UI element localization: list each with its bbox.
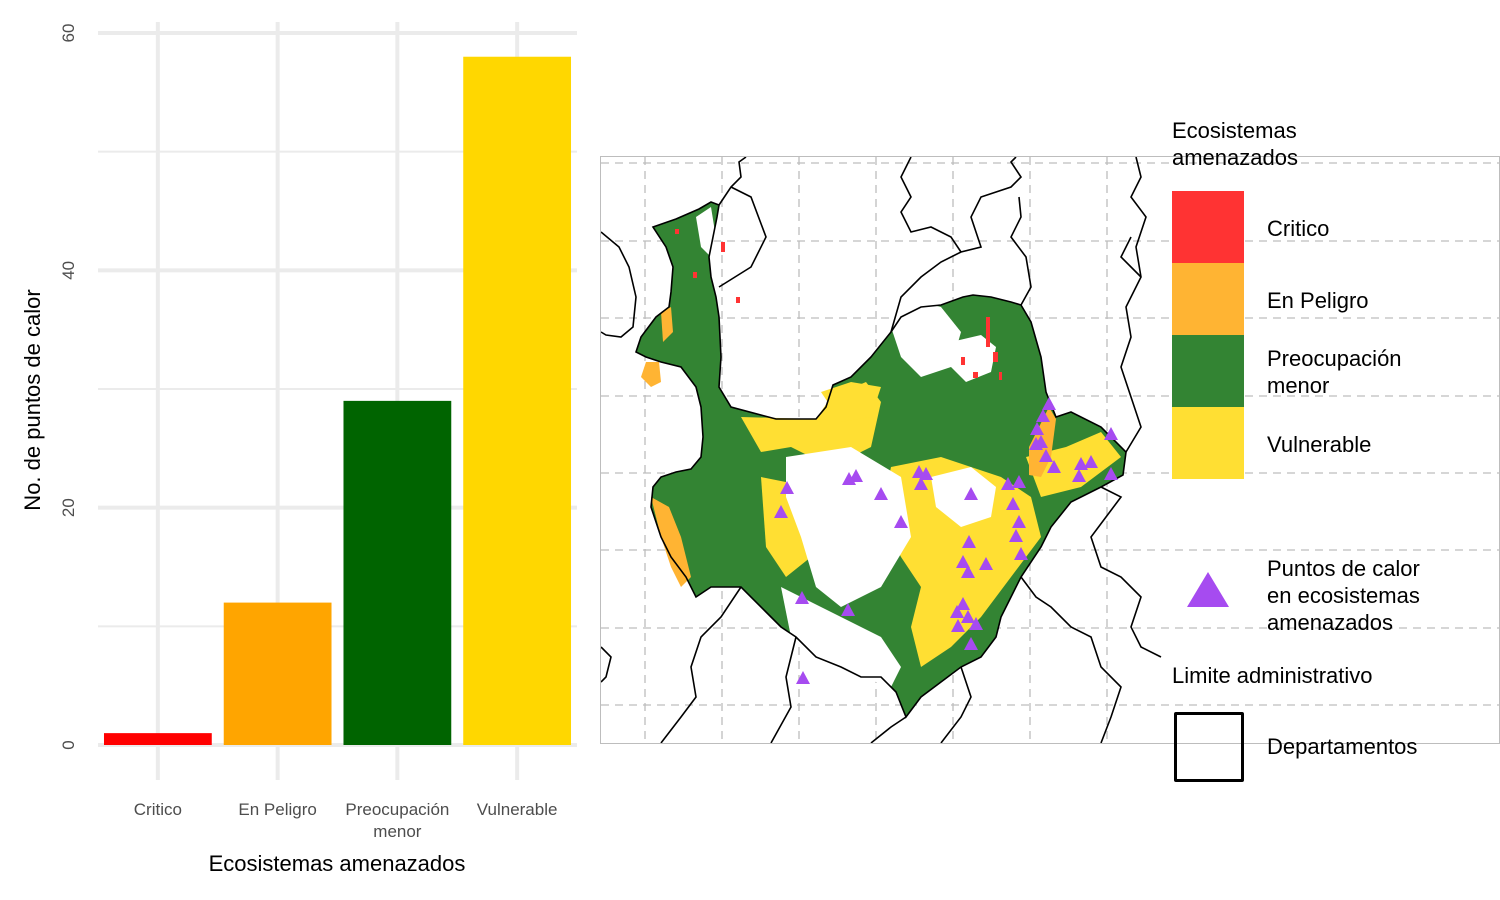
legend-key-vulnerable (1172, 407, 1244, 479)
y-tick-label: 0 (59, 740, 78, 749)
hotspot-points (774, 397, 1118, 684)
bar-chart: 0 20 40 60 Critico En Peligro Preocupación men… (20, 22, 577, 876)
hotspot-legend-triangle-icon (1187, 572, 1229, 607)
y-tick-label: 40 (59, 261, 78, 280)
legend-label-preocupacion-line1: Preocupación (1267, 346, 1402, 371)
y-tick-label: 20 (59, 498, 78, 517)
bars (103, 56, 572, 745)
legend-key-en-peligro (1172, 263, 1244, 335)
legend-key-critico (1172, 191, 1244, 263)
hotspot-label-line2: en ecosistemas (1267, 583, 1420, 608)
department-boundary-key (1174, 712, 1244, 782)
x-axis-title: Ecosistemas amenazados (209, 851, 466, 876)
bar-1 (223, 602, 332, 745)
legend-label-critico: Critico (1267, 216, 1330, 241)
legend-title-line1: Ecosistemas (1172, 118, 1297, 143)
legend-title-line2: amenazados (1172, 145, 1298, 170)
legend-key-preocupacion-menor (1172, 335, 1244, 407)
x-tick-label: Critico (134, 800, 182, 819)
department-region (636, 202, 1126, 717)
legend-label-vulnerable: Vulnerable (1267, 432, 1372, 457)
x-tick-label-line2: menor (373, 822, 422, 841)
hotspot-label-line3: amenazados (1267, 610, 1393, 635)
legend-label-en-peligro: En Peligro (1267, 288, 1369, 313)
boundary-legend-label: Departamentos (1267, 734, 1418, 759)
bar-0 (103, 733, 212, 745)
y-tick-label: 60 (59, 24, 78, 43)
bar-2 (343, 400, 452, 745)
x-tick-label: En Peligro (238, 800, 316, 819)
legend-label-preocupacion-line2: menor (1267, 373, 1330, 398)
bar-3 (463, 56, 572, 745)
map-panel (600, 156, 1500, 744)
boundary-legend-title: Limite administrativo (1172, 663, 1373, 688)
x-tick-label: Vulnerable (477, 800, 558, 819)
y-tick-labels: 0 20 40 60 (59, 24, 78, 750)
x-tick-labels: Critico En Peligro Preocupación menor Vulner… (134, 800, 558, 841)
y-axis-title: No. de puntos de calor (20, 289, 45, 510)
department-boundaries (601, 157, 1162, 743)
hotspot-label-line1: Puntos de calor (1267, 556, 1420, 581)
x-tick-label: Preocupación (345, 800, 449, 819)
